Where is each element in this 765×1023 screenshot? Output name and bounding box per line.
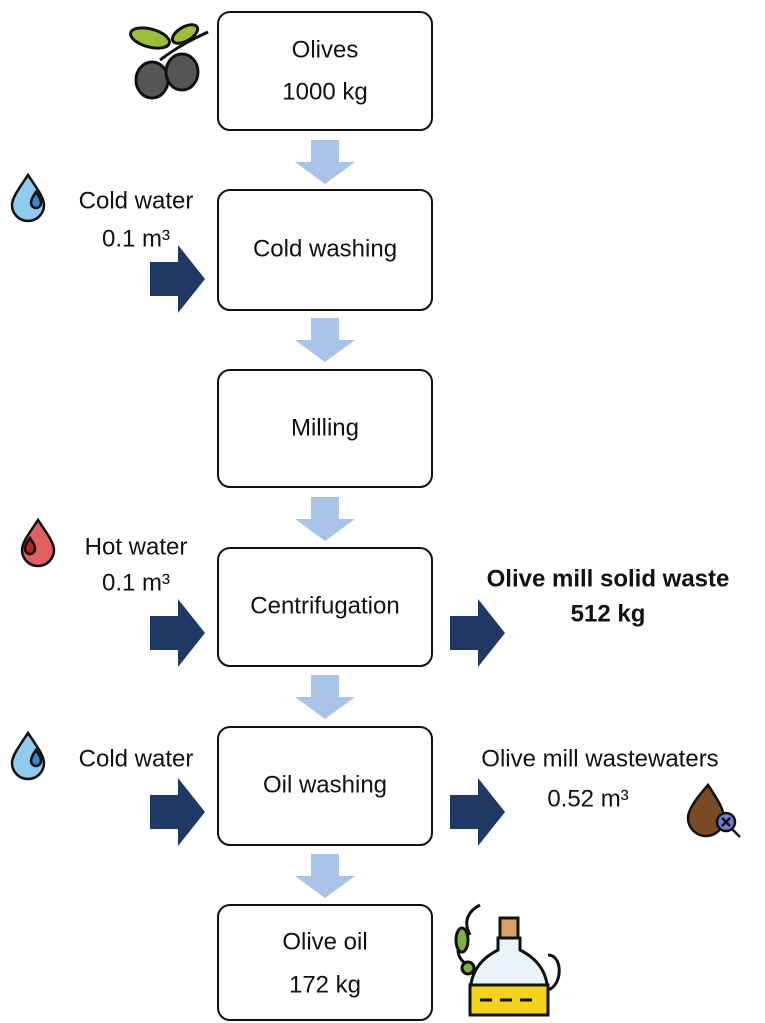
- output-amount: 512 kg: [571, 600, 646, 627]
- step-label: Olive oil: [282, 928, 367, 955]
- step-box: [218, 905, 432, 1020]
- step-label: Cold washing: [253, 235, 397, 262]
- input-label: Cold water: [79, 187, 194, 214]
- output-arrow: [450, 599, 505, 846]
- step-label: Centrifugation: [250, 592, 399, 619]
- water-drop-icon: [12, 733, 44, 779]
- input-amount: 0.1 m³: [102, 569, 170, 596]
- output-label: Olive mill solid waste: [487, 565, 730, 592]
- step-amount: 1000 kg: [282, 78, 367, 105]
- flow-diagram: Olives 1000 kg Cold washing Milling Cent…: [0, 0, 765, 1023]
- water-drop-icon: [12, 175, 44, 221]
- step-label: Olives: [292, 36, 359, 63]
- input-amount: 0.1 m³: [102, 225, 170, 252]
- output-amount: 0.52 m³: [547, 785, 628, 812]
- step-box: [218, 12, 432, 130]
- input-label: Hot water: [85, 533, 188, 560]
- step-amount: 172 kg: [289, 971, 361, 998]
- step-label: Oil washing: [263, 771, 387, 798]
- olives-icon: [128, 21, 208, 98]
- step-label: Milling: [291, 414, 359, 441]
- wastewater-icon: [688, 785, 740, 837]
- input-label: Cold water: [79, 745, 194, 772]
- output-label: Olive mill wastewaters: [481, 745, 718, 772]
- hot-water-drop-icon: [22, 520, 54, 566]
- olive-oil-bottle-icon: [456, 905, 559, 1015]
